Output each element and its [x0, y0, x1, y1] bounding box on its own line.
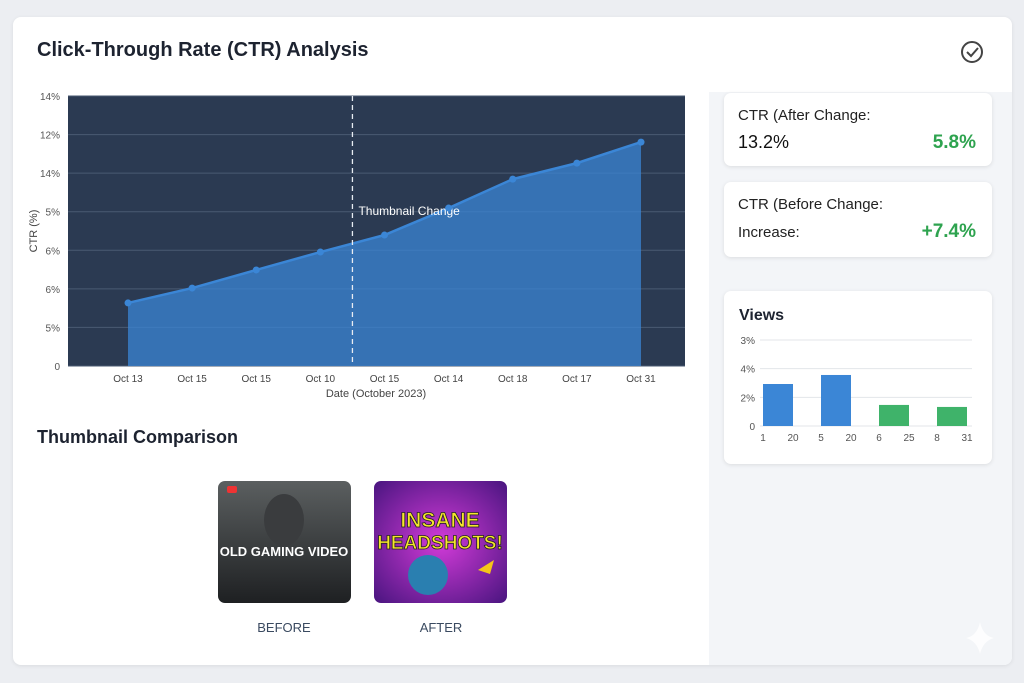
x-tick-label: Oct 13 [113, 374, 143, 385]
point [637, 138, 645, 146]
x-tick-label: Oct 15 [370, 374, 400, 385]
y-tick-label: 0 [54, 362, 60, 373]
views-card [724, 291, 992, 464]
thumbnail-after[interactable]: INSANE HEADSHOTS! [374, 481, 507, 603]
y-tick-label: 14% [40, 169, 60, 180]
bar [763, 384, 793, 426]
y-tick-label: 5% [46, 323, 61, 334]
x-tick-label: 20 [845, 433, 857, 444]
stat-card: CTR (After Change: 13.2% 5.8% [724, 93, 992, 166]
stat-label: CTR (After Change: [738, 107, 871, 124]
stat-value: Increase: [738, 224, 800, 241]
x-tick-label: 25 [903, 433, 915, 444]
annotation: Thumbnail Change [358, 204, 460, 218]
section-title: Thumbnail Comparison [37, 427, 238, 447]
y-tick-label: 0 [749, 422, 755, 433]
stat-delta: +7.4% [921, 221, 976, 242]
x-tick-label: Oct 10 [306, 374, 336, 385]
y-tick-label: 4% [741, 365, 756, 376]
point [252, 266, 260, 274]
point [509, 175, 517, 183]
thumbnail-before[interactable]: OLD GAMING VIDEO [218, 481, 351, 603]
stat-value: 13.2% [738, 132, 790, 152]
x-tick-label: 8 [934, 433, 940, 444]
bar [879, 404, 909, 426]
stat-card: CTR (Before Change: Increase: +7.4% [724, 182, 992, 257]
y-tick-label: 6% [46, 246, 61, 257]
thumbnail-text: HEADSHOTS! [377, 533, 503, 554]
x-tick-label: Oct 14 [434, 374, 464, 385]
thumbnail-text: INSANE [400, 509, 479, 532]
chart-title: Views [739, 307, 784, 324]
bar [821, 374, 851, 426]
y-tick-label: 2% [741, 393, 756, 404]
x-tick-label: Oct 18 [498, 374, 528, 385]
x-tick-label: Oct 15 [242, 374, 272, 385]
check-icon[interactable] [959, 39, 985, 65]
area [128, 142, 641, 366]
y-tick-label: 14% [40, 92, 60, 103]
y-axis-label: CTR (%) [28, 210, 40, 253]
x-tick-label: Oct 17 [562, 374, 592, 385]
stat-label: CTR (Before Change: [738, 196, 884, 213]
point [188, 284, 196, 292]
title: Click-Through Rate (CTR) Analysis [37, 39, 369, 61]
y-tick-label: 5% [46, 208, 61, 219]
point [124, 299, 132, 307]
point [573, 159, 581, 167]
x-tick-label: Oct 15 [177, 374, 207, 385]
thumbnail-text: OLD GAMING VIDEO [220, 544, 349, 559]
y-tick-label: 6% [46, 285, 61, 296]
y-tick-label: 3% [741, 336, 756, 347]
point [381, 231, 388, 239]
x-tick-label: 6 [876, 433, 882, 444]
point [316, 248, 324, 256]
x-tick-label: 5 [818, 433, 824, 444]
caption: AFTER [420, 620, 463, 635]
x-tick-label: 20 [787, 433, 799, 444]
sparkle [966, 622, 994, 654]
x-tick-label: Oct 31 [626, 374, 656, 385]
x-tick-label: 31 [961, 433, 973, 444]
x-tick-label: 1 [760, 433, 766, 444]
x-axis-label: Date (October 2023) [326, 388, 426, 400]
y-tick-label: 12% [40, 131, 60, 142]
point [445, 204, 453, 212]
stat-delta: 5.8% [932, 132, 976, 153]
bar [937, 406, 967, 426]
caption: BEFORE [257, 620, 311, 635]
